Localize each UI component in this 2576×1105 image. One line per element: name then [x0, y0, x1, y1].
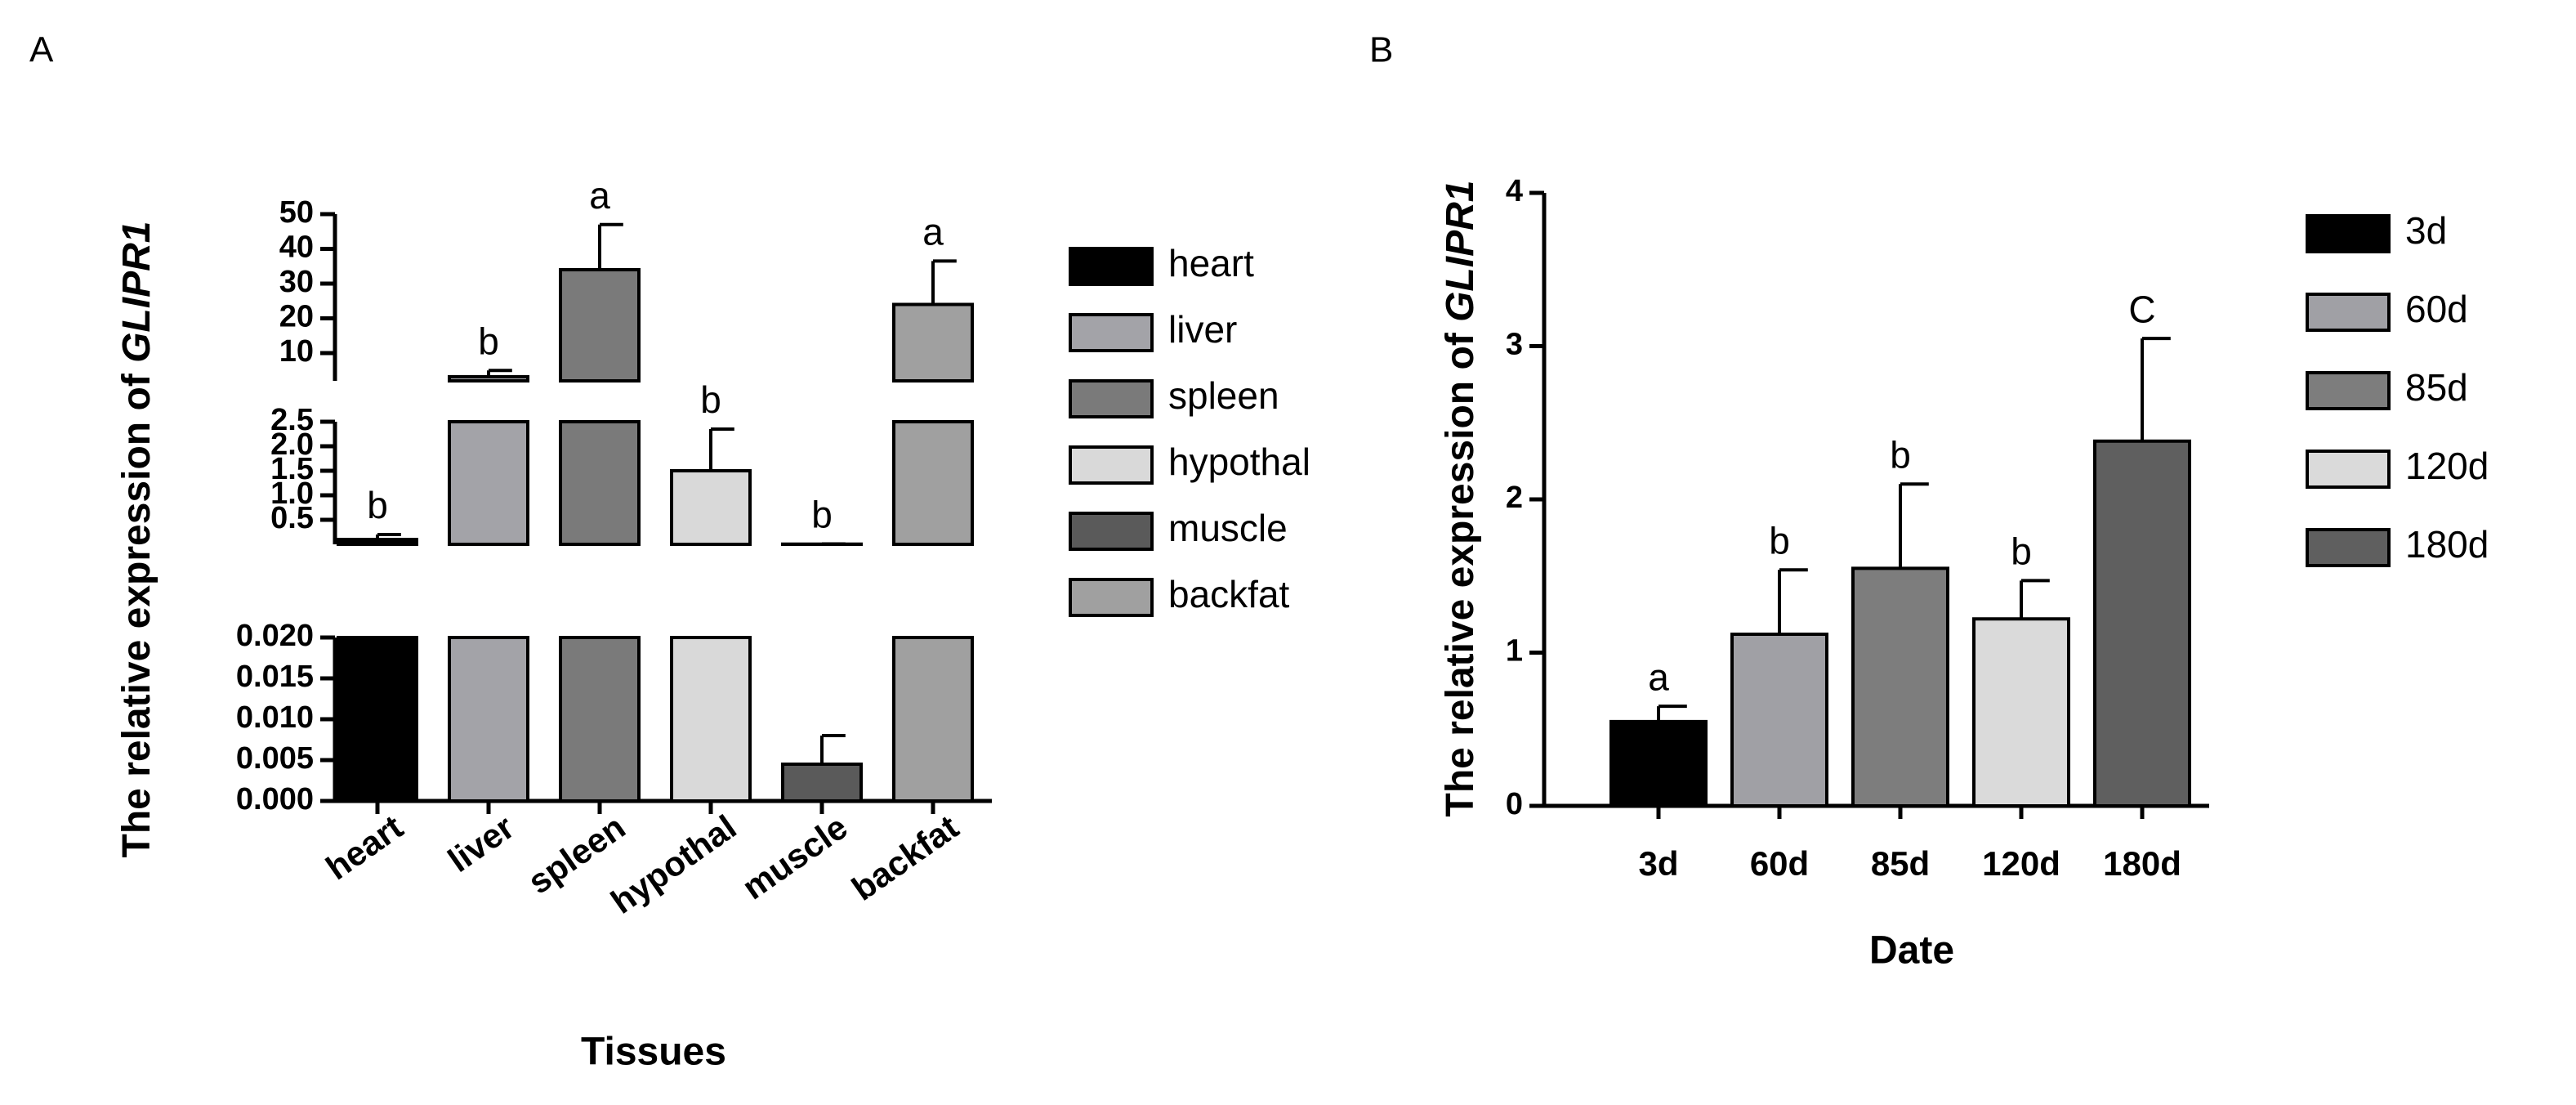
- bar: [337, 636, 418, 803]
- y-tick-label: 0.000: [236, 782, 314, 816]
- y-axis-label-text: The relative expression of: [115, 363, 158, 858]
- legend-swatch: [1069, 512, 1154, 551]
- x-tick-label: 3d: [1638, 844, 1678, 883]
- legend-swatch: [2306, 371, 2391, 410]
- y-tick-label: 0.005: [236, 741, 314, 776]
- y-tick-label: 1.5: [270, 452, 314, 486]
- legend-label: backfat: [1168, 573, 1290, 615]
- bar: [448, 420, 529, 546]
- y-axis-label-gene: GLIPR1: [115, 221, 158, 363]
- y-tick-label: 0.010: [236, 700, 314, 735]
- y-tick-label: 1.0: [270, 476, 314, 511]
- legend-label: heart: [1168, 242, 1254, 284]
- legend-label: hypothal: [1168, 441, 1310, 483]
- y-tick-label: 30: [279, 265, 314, 299]
- bar: [1851, 566, 1949, 808]
- significance-letter: b: [700, 378, 721, 421]
- bar: [559, 636, 641, 803]
- legend-swatch: [2306, 450, 2391, 489]
- panel-label: B: [1369, 30, 1393, 70]
- legend-label: 85d: [2405, 366, 2468, 409]
- x-tick-label: 180d: [2103, 844, 2181, 883]
- legend-label: 3d: [2405, 209, 2447, 252]
- legend-label: spleen: [1168, 374, 1279, 417]
- significance-letter: b: [478, 320, 499, 362]
- bar: [892, 302, 974, 382]
- significance-letter: b: [811, 494, 833, 536]
- bar: [670, 636, 752, 803]
- x-tick-label: hypothal: [604, 808, 743, 921]
- x-tick-label: 85d: [1871, 844, 1930, 883]
- y-tick-label: 1: [1506, 634, 1523, 669]
- x-tick-label: 60d: [1750, 844, 1809, 883]
- legend-swatch: [2306, 214, 2391, 253]
- y-axis-label: The relative expression of GLIPR1: [1439, 181, 1482, 817]
- y-tick-label: 10: [279, 334, 314, 369]
- legend-swatch: [1069, 247, 1154, 286]
- significance-letter: b: [1890, 433, 1911, 476]
- significance-letter: C: [2128, 288, 2155, 330]
- legend-swatch: [1069, 379, 1154, 418]
- significance-letter: b: [1769, 519, 1790, 561]
- bar: [448, 374, 529, 382]
- bar: [1972, 617, 2070, 808]
- x-tick-label: 120d: [1982, 844, 2060, 883]
- legend-label: 180d: [2405, 523, 2489, 566]
- y-tick-label: 2.0: [270, 427, 314, 462]
- y-axis-label: The relative expression of GLIPR1: [115, 221, 158, 858]
- y-tick-label: 0.5: [270, 501, 314, 535]
- legend-label: 60d: [2405, 288, 2468, 330]
- bar: [559, 268, 641, 382]
- y-tick-label: 20: [279, 300, 314, 334]
- bar: [670, 469, 752, 546]
- legend-label: 120d: [2405, 445, 2489, 487]
- bar: [559, 420, 641, 546]
- bar: [448, 636, 529, 803]
- y-tick-label: 40: [279, 230, 314, 265]
- y-tick-label: 50: [279, 195, 314, 230]
- x-axis-label: Tissues: [581, 1031, 726, 1074]
- y-tick-label: 0: [1506, 787, 1523, 821]
- bar: [892, 636, 974, 803]
- bar: [781, 763, 863, 803]
- y-tick-label: 4: [1506, 174, 1523, 208]
- x-tick-label: liver: [441, 808, 521, 879]
- bar: [892, 420, 974, 546]
- significance-letter: a: [1648, 655, 1669, 698]
- legend-swatch: [1069, 445, 1154, 485]
- legend-swatch: [2306, 293, 2391, 332]
- legend-label: muscle: [1168, 507, 1288, 549]
- x-tick-label: heart: [319, 808, 409, 887]
- x-tick-label: backfat: [845, 808, 965, 908]
- bar: [1609, 719, 1708, 808]
- significance-letter: a: [589, 174, 610, 217]
- bar: [2093, 439, 2191, 808]
- panel-label: A: [29, 30, 54, 70]
- legend-swatch: [1069, 313, 1154, 352]
- y-axis-label-text: The relative expression of: [1439, 322, 1482, 817]
- significance-letter: b: [367, 484, 388, 526]
- bar: [337, 538, 418, 546]
- x-axis-label: Date: [1869, 929, 1954, 973]
- legend-label: liver: [1168, 308, 1237, 351]
- y-tick-label: 2.5: [270, 403, 314, 437]
- y-tick-label: 0.015: [236, 660, 314, 694]
- y-tick-label: 2: [1506, 481, 1523, 515]
- bar: [1730, 633, 1828, 808]
- legend-swatch: [1069, 578, 1154, 617]
- y-tick-label: 3: [1506, 328, 1523, 362]
- y-axis-label-gene: GLIPR1: [1439, 181, 1482, 322]
- legend-swatch: [2306, 528, 2391, 567]
- significance-letter: b: [2011, 530, 2032, 573]
- significance-letter: a: [922, 211, 944, 253]
- y-tick-label: 0.020: [236, 619, 314, 653]
- x-tick-label: muscle: [735, 808, 855, 907]
